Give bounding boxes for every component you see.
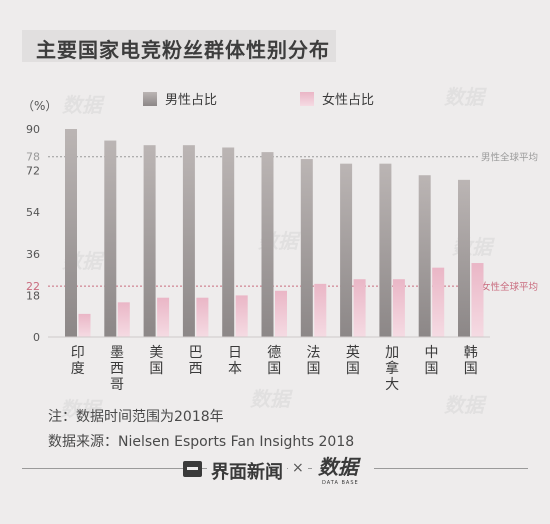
chart-title: 主要国家电竞粉丝群体性别分布 — [36, 38, 330, 62]
brand-separator: × — [288, 460, 308, 476]
y-tick-label: 18 — [26, 289, 40, 302]
y-tick-label-average: 78 — [26, 151, 40, 164]
y-tick-label: 36 — [26, 248, 40, 261]
logo-subtext: DATA BASE — [322, 480, 359, 486]
watermark: 数据 — [444, 393, 487, 417]
bar-female — [392, 279, 405, 337]
bars — [48, 129, 490, 338]
brand-icon — [183, 461, 202, 477]
bar-male — [458, 179, 470, 337]
bar-male — [104, 140, 117, 337]
bar-female — [275, 290, 287, 337]
bar-female — [196, 297, 209, 337]
legend-label: 男性占比 — [165, 93, 217, 108]
bar-female — [117, 302, 130, 337]
x-tick-label: 韩国 — [464, 345, 478, 377]
x-tick-label: 德国 — [267, 345, 281, 377]
x-tick-label: 英国 — [346, 344, 360, 377]
bar-female — [314, 283, 327, 337]
x-tick-label: 墨西哥 — [110, 345, 124, 393]
reference-line-label: 男性全球平均 — [481, 152, 538, 164]
x-tick-label: 法国 — [307, 345, 321, 377]
legend-swatch — [143, 92, 157, 106]
bar-male — [300, 159, 313, 337]
y-tick-label-average: 22 — [26, 280, 40, 293]
x-tick-label: 中国 — [424, 345, 438, 377]
watermark: 数据 — [60, 397, 103, 421]
bar-male — [143, 145, 156, 337]
y-tick-label: 72 — [26, 165, 40, 178]
y-axis: （%） 0 18 36 54 72 90 22 78 — [22, 99, 57, 344]
y-tick-label: 54 — [26, 206, 40, 219]
note-time-range: 注：数据时间范围为2018年 — [48, 409, 224, 425]
logo-text: 数据 — [318, 455, 361, 479]
bar-female — [432, 267, 445, 337]
bar-male — [182, 145, 195, 337]
y-tick-label: 90 — [26, 123, 40, 136]
y-tick-label: 0 — [33, 331, 40, 344]
brand-name: 界面新闻 — [207, 458, 287, 484]
watermark: 数据 — [250, 387, 293, 411]
bar-male — [379, 163, 392, 337]
x-tick-label: 巴西 — [189, 345, 203, 377]
bar-female — [353, 279, 366, 337]
bar-female — [235, 295, 248, 337]
bar-female — [471, 263, 484, 337]
x-tick-label: 美国 — [149, 345, 163, 377]
legend-label: 女性占比 — [322, 92, 374, 108]
x-tick-label: 印度 — [71, 345, 85, 377]
legend-swatch — [300, 92, 314, 106]
bar-female — [78, 313, 91, 337]
x-tick-label: 加拿大 — [385, 345, 399, 393]
bar-male — [418, 175, 431, 337]
bar-male — [261, 152, 274, 337]
title-band — [22, 30, 336, 62]
watermark: 数据 — [444, 85, 487, 109]
watermark: 数据 — [62, 93, 105, 117]
bar-male — [340, 163, 353, 337]
bar-male — [222, 147, 235, 337]
data-logo: 数据 DATA BASE — [312, 450, 374, 488]
y-axis-unit: （%） — [22, 99, 57, 113]
bar-male — [65, 129, 77, 337]
x-tick-label: 日本 — [228, 345, 242, 377]
reference-line-label: 女性全球平均 — [481, 281, 538, 293]
note-source: 数据来源：Nielsen Esports Fan Insights 2018 — [48, 434, 355, 450]
bar-female — [157, 297, 170, 337]
